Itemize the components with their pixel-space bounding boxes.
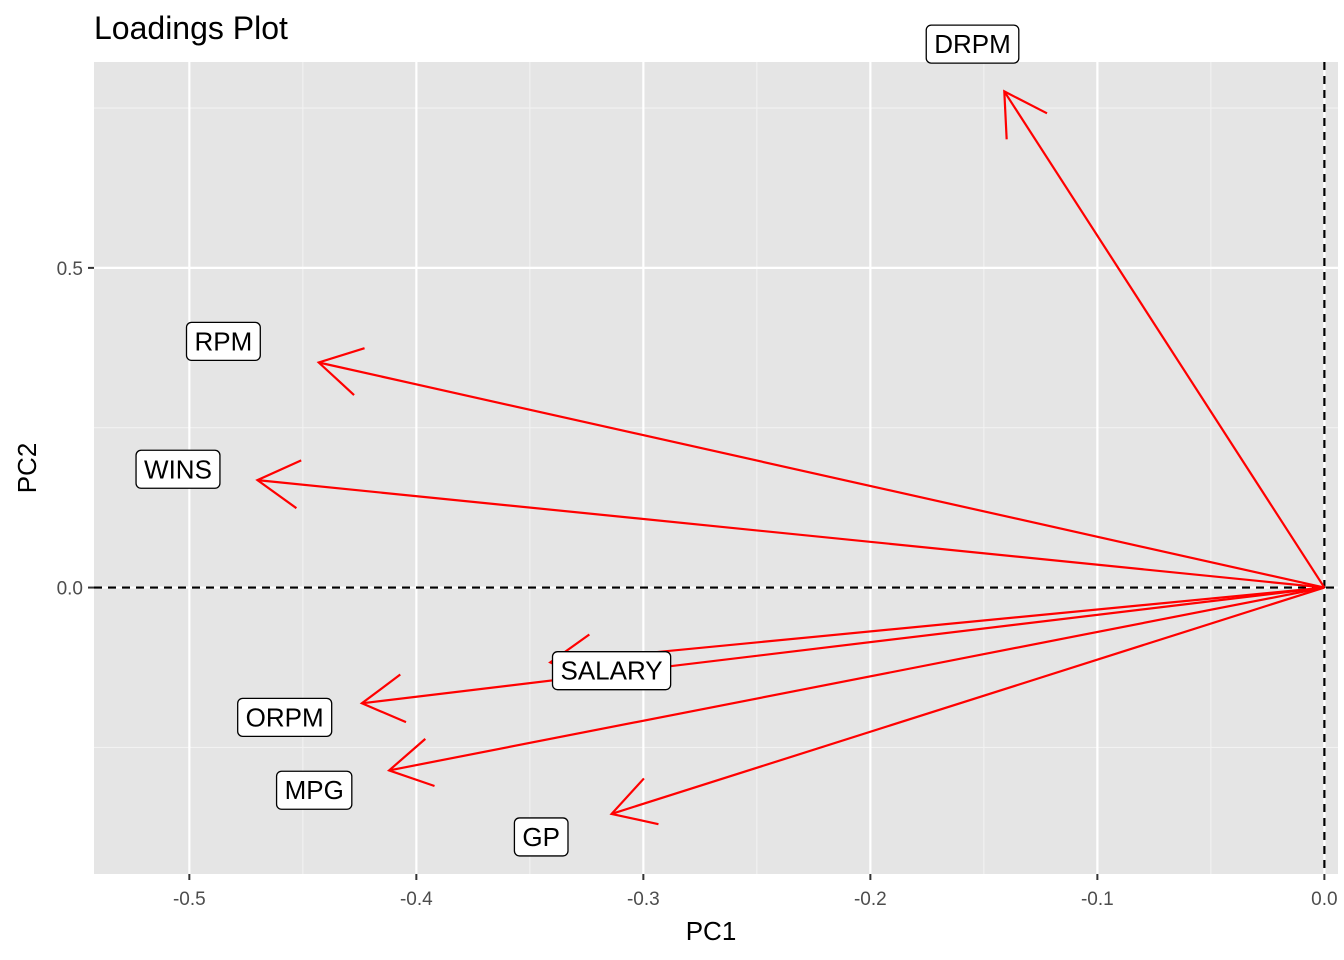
label-box-gp xyxy=(513,817,569,857)
x-tick-label: -0.1 xyxy=(1081,889,1114,910)
label-mpg: MPG xyxy=(275,770,353,810)
arrow-head-rpm xyxy=(316,347,365,396)
plot-panel xyxy=(94,62,1338,874)
x-tick-label: -0.5 xyxy=(173,889,206,910)
arrow-head-gp xyxy=(609,777,659,826)
label-rpm: RPM xyxy=(185,321,261,362)
arrow-shaft-drpm xyxy=(1003,90,1326,589)
label-wins: WINS xyxy=(135,449,221,489)
arrow-head-drpm xyxy=(1003,89,1048,140)
arrow-shaft-rpm xyxy=(318,361,1325,589)
loading-arrows xyxy=(255,89,1326,826)
y-tick-label: 0.5 xyxy=(57,259,83,280)
arrow-head-mpg xyxy=(386,738,435,788)
x-tick-label: 0.0 xyxy=(1311,889,1337,910)
x-axis: -0.5 -0.4 -0.3 -0.2 -0.1 0.0 xyxy=(173,874,1338,910)
y-axis-title: PC2 xyxy=(12,443,42,494)
x-tick-label: -0.4 xyxy=(400,889,433,910)
label-orpm: ORPM xyxy=(237,697,333,738)
reference-lines xyxy=(94,62,1338,874)
label-text-gp: GP xyxy=(522,822,560,852)
x-axis-title: PC1 xyxy=(686,916,737,946)
arrow-shaft-salary xyxy=(550,586,1325,664)
label-box-orpm xyxy=(237,697,333,738)
chart-title: Loadings Plot xyxy=(94,10,288,46)
x-tick-label: -0.3 xyxy=(627,889,660,910)
label-box-rpm xyxy=(185,321,261,362)
arrow-head-wins xyxy=(255,459,302,510)
label-box-mpg xyxy=(275,770,353,810)
label-text-mpg: MPG xyxy=(285,775,344,805)
label-text-wins: WINS xyxy=(144,454,212,484)
loading-labels: DRPM RPM WINS SALARY ORPM MPG GP xyxy=(135,24,1020,857)
label-salary: SALARY xyxy=(551,651,672,691)
label-text-orpm: ORPM xyxy=(246,702,324,732)
x-tick-label: -0.2 xyxy=(854,889,887,910)
label-text-rpm: RPM xyxy=(195,326,253,356)
label-gp: GP xyxy=(513,817,569,857)
minor-gridlines xyxy=(94,62,1338,874)
arrow-shaft-mpg xyxy=(388,586,1325,772)
y-axis: 0.0 0.5 xyxy=(57,259,94,600)
label-box-salary xyxy=(551,651,672,691)
label-box-wins xyxy=(135,449,221,489)
label-box-drpm xyxy=(925,24,1020,64)
label-drpm: DRPM xyxy=(925,24,1020,64)
label-text-drpm: DRPM xyxy=(934,29,1011,59)
y-tick-label: 0.0 xyxy=(57,579,83,600)
arrow-shaft-orpm xyxy=(361,586,1325,705)
arrow-shaft-gp xyxy=(611,586,1325,815)
arrow-head-orpm xyxy=(359,673,407,724)
arrow-shaft-wins xyxy=(257,479,1325,589)
label-text-salary: SALARY xyxy=(561,656,663,686)
